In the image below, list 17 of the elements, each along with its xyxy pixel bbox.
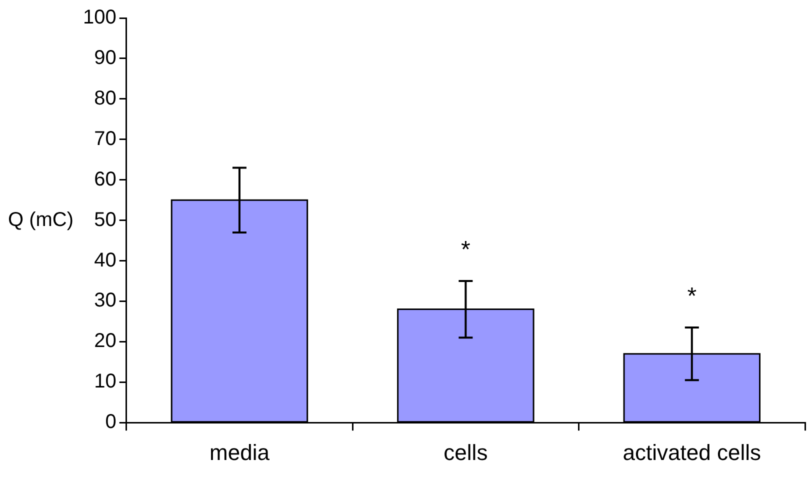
annotation: * — [687, 283, 697, 310]
y-tick-label: 30 — [94, 290, 116, 312]
y-tick-label: 10 — [94, 370, 116, 393]
y-tick-label: 90 — [94, 46, 116, 69]
y-axis-title: Q (mC) — [8, 208, 74, 231]
y-tick-label: 40 — [94, 249, 116, 272]
y-tick-label: 100 — [82, 6, 116, 29]
y-tick-label: 0 — [105, 411, 116, 434]
y-tick-label: 20 — [94, 330, 116, 352]
x-tick-label: cells — [444, 440, 488, 465]
y-tick-label: 80 — [94, 87, 116, 110]
y-tick-label: 50 — [94, 208, 116, 231]
x-tick-label: media — [210, 440, 270, 465]
y-tick-label: 70 — [94, 128, 116, 150]
x-tick-label: activated cells — [622, 440, 761, 465]
y-tick-label: 60 — [94, 168, 116, 190]
annotation: * — [461, 236, 470, 264]
